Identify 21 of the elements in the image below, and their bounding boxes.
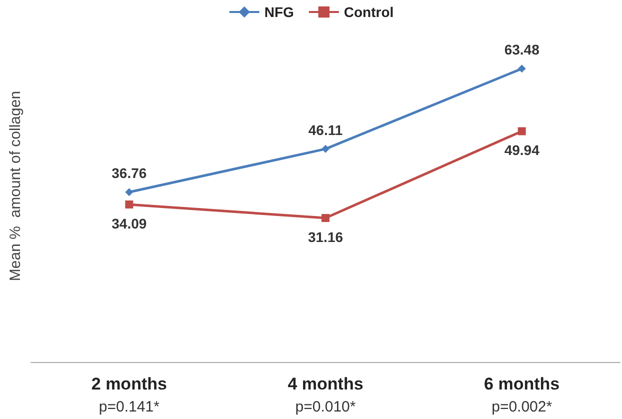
data-label: 46.11 bbox=[308, 122, 343, 138]
legend-label: Control bbox=[344, 4, 394, 20]
point bbox=[125, 188, 134, 196]
data-label: 63.48 bbox=[504, 42, 540, 58]
data-label: 34.09 bbox=[112, 215, 147, 232]
data-label: 49.94 bbox=[504, 142, 540, 158]
text: p=0.141* bbox=[98, 398, 160, 416]
x-tick-label: 4 months bbox=[288, 374, 364, 394]
data-label: 31.16 bbox=[308, 229, 344, 246]
data-label: 36.76 bbox=[112, 165, 147, 182]
point bbox=[322, 214, 330, 222]
y-axis-title: Mean % amount of collagen bbox=[7, 90, 24, 282]
point bbox=[125, 200, 134, 208]
point bbox=[518, 127, 526, 136]
x-tick-label: 2 months bbox=[91, 374, 167, 394]
text: p=0.010* bbox=[295, 398, 356, 416]
text: p=0.002* bbox=[492, 398, 552, 416]
point bbox=[518, 64, 526, 73]
legend-label: NFG bbox=[264, 4, 294, 20]
point bbox=[322, 144, 330, 153]
x-tick-label: 6 months bbox=[484, 374, 560, 394]
